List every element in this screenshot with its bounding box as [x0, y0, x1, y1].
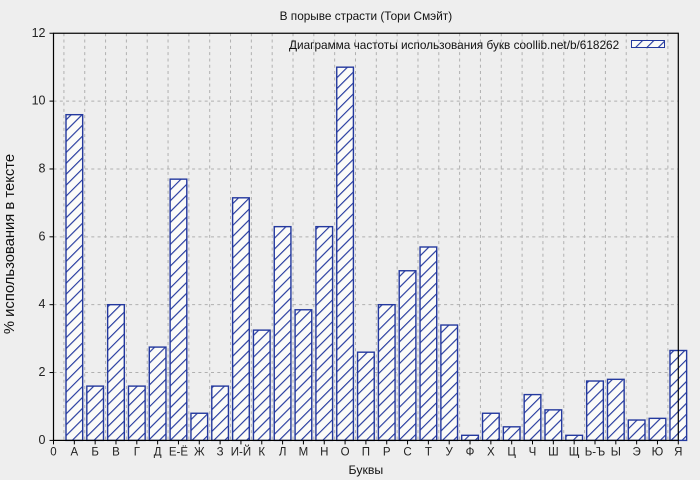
svg-text:12: 12	[32, 26, 46, 40]
svg-text:З: З	[217, 446, 224, 458]
svg-text:Ь-Ъ: Ь-Ъ	[585, 446, 605, 458]
svg-text:2: 2	[39, 365, 46, 379]
svg-text:Ы: Ы	[611, 446, 621, 458]
svg-text:М: М	[299, 446, 309, 458]
svg-text:Щ: Щ	[569, 446, 580, 458]
svg-text:Ф: Ф	[466, 446, 475, 458]
svg-text:О: О	[341, 446, 350, 458]
svg-text:Д: Д	[154, 446, 162, 458]
svg-text:Ч: Ч	[529, 446, 537, 458]
svg-text:П: П	[362, 446, 370, 458]
svg-text:0: 0	[50, 446, 56, 458]
svg-text:Г: Г	[134, 446, 141, 458]
svg-text:Х: Х	[487, 446, 495, 458]
svg-text:4: 4	[39, 297, 46, 311]
svg-text:Н: Н	[320, 446, 328, 458]
svg-text:Ц: Ц	[507, 446, 516, 458]
svg-text:Ю: Ю	[652, 446, 664, 458]
svg-text:А: А	[70, 446, 78, 458]
svg-text:С: С	[403, 446, 411, 458]
svg-text:Ж: Ж	[194, 446, 205, 458]
svg-text:6: 6	[39, 229, 46, 243]
svg-text:Р: Р	[383, 446, 391, 458]
svg-text:Ш: Ш	[548, 446, 559, 458]
svg-text:Э: Э	[633, 446, 641, 458]
svg-text:В: В	[112, 446, 120, 458]
svg-text:И-Й: И-Й	[231, 445, 251, 458]
svg-text:Т: Т	[425, 446, 432, 458]
svg-text:Б: Б	[91, 446, 99, 458]
svg-text:8: 8	[39, 161, 46, 175]
svg-text:К: К	[258, 446, 265, 458]
svg-text:0: 0	[39, 433, 46, 447]
svg-text:У: У	[446, 446, 454, 458]
svg-text:Я: Я	[674, 446, 682, 458]
svg-text:Е-Ё: Е-Ё	[169, 446, 189, 458]
svg-text:10: 10	[32, 94, 46, 108]
svg-text:Л: Л	[279, 446, 287, 458]
